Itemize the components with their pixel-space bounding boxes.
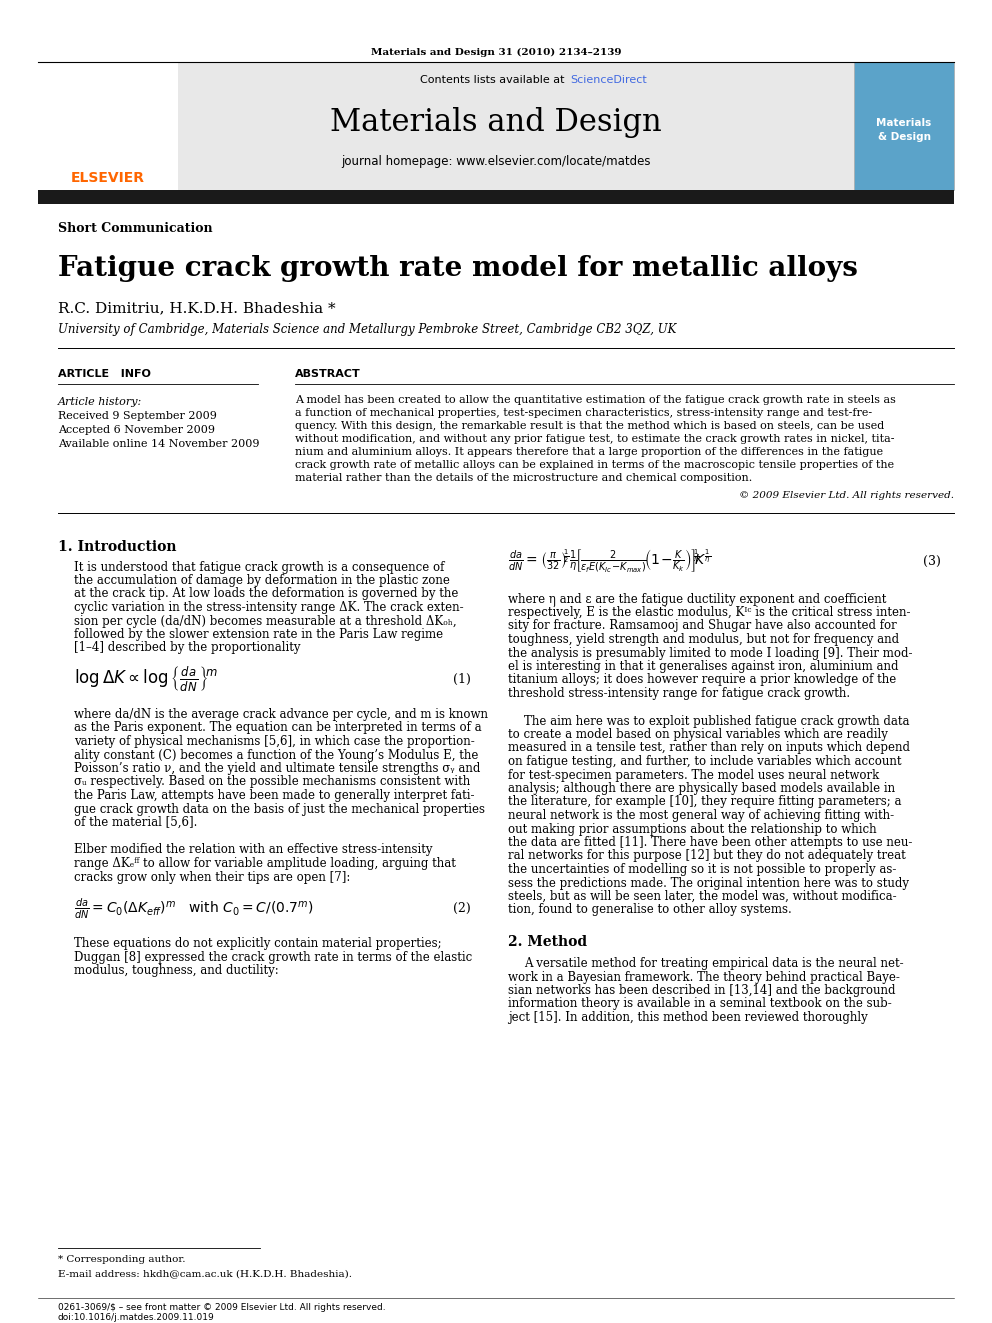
Text: quency. With this design, the remarkable result is that the method which is base: quency. With this design, the remarkable… [295, 421, 884, 431]
Text: the literature, for example [10], they require fitting parameters; a: the literature, for example [10], they r… [508, 795, 902, 808]
Text: el is interesting in that it generalises against iron, aluminium and: el is interesting in that it generalises… [508, 660, 899, 673]
Text: toughness, yield strength and modulus, but not for frequency and: toughness, yield strength and modulus, b… [508, 632, 899, 646]
Text: the Paris Law, attempts have been made to generally interpret fati-: the Paris Law, attempts have been made t… [74, 789, 474, 802]
Text: cracks grow only when their tips are open [7]:: cracks grow only when their tips are ope… [74, 871, 350, 884]
Text: sess the predictions made. The original intention here was to study: sess the predictions made. The original … [508, 877, 909, 889]
Bar [854, 62, 954, 191]
Text: ELSEVIER: ELSEVIER [71, 171, 145, 185]
Text: the accumulation of damage by deformation in the plastic zone: the accumulation of damage by deformatio… [74, 574, 450, 587]
Text: Fatigue crack growth rate model for metallic alloys: Fatigue crack growth rate model for meta… [58, 254, 858, 282]
Text: The aim here was to exploit published fatigue crack growth data: The aim here was to exploit published fa… [524, 714, 910, 728]
Text: without modification, and without any prior fatigue test, to estimate the crack : without modification, and without any pr… [295, 434, 895, 445]
Text: measured in a tensile test, rather than rely on inputs which depend: measured in a tensile test, rather than … [508, 741, 910, 754]
Text: sion per cycle (da/dN) becomes measurable at a threshold ΔKₒₕ,: sion per cycle (da/dN) becomes measurabl… [74, 614, 456, 627]
Text: Duggan [8] expressed the crack growth rate in terms of the elastic: Duggan [8] expressed the crack growth ra… [74, 950, 472, 963]
Text: ject [15]. In addition, this method been reviewed thoroughly: ject [15]. In addition, this method been… [508, 1011, 868, 1024]
Text: Short Communication: Short Communication [58, 221, 212, 234]
Text: * Corresponding author.: * Corresponding author. [58, 1256, 186, 1265]
Text: (2): (2) [453, 902, 471, 916]
Text: ral networks for this purpose [12] but they do not adequately treat: ral networks for this purpose [12] but t… [508, 849, 906, 863]
Text: Article history:: Article history: [58, 397, 142, 407]
Text: gue crack growth data on the basis of just the mechanical properties: gue crack growth data on the basis of ju… [74, 803, 485, 815]
Text: of the material [5,6].: of the material [5,6]. [74, 816, 197, 830]
Text: E-mail address: hkdh@cam.ac.uk (H.K.D.H. Bhadeshia).: E-mail address: hkdh@cam.ac.uk (H.K.D.H.… [58, 1270, 352, 1278]
Text: $\frac{da}{dN} = \left(\frac{\pi}{32}\right)^{\!\!\frac{1}{2}}\frac{1}{\eta}\!\l: $\frac{da}{dN} = \left(\frac{\pi}{32}\ri… [508, 548, 711, 574]
Text: information theory is available in a seminal textbook on the sub-: information theory is available in a sem… [508, 998, 892, 1011]
Text: University of Cambridge, Materials Science and Metallurgy Pembroke Street, Cambr: University of Cambridge, Materials Scien… [58, 324, 677, 336]
Text: σᵤ respectively. Based on the possible mechanisms consistent with: σᵤ respectively. Based on the possible m… [74, 775, 470, 789]
Text: analysis; although there are physically based models available in: analysis; although there are physically … [508, 782, 895, 795]
Text: (3): (3) [924, 554, 941, 568]
Text: the uncertainties of modelling so it is not possible to properly as-: the uncertainties of modelling so it is … [508, 863, 897, 876]
Text: on fatigue testing, and further, to include variables which account: on fatigue testing, and further, to incl… [508, 755, 902, 767]
Text: variety of physical mechanisms [5,6], in which case the proportion-: variety of physical mechanisms [5,6], in… [74, 736, 475, 747]
Text: Contents lists available at: Contents lists available at [420, 75, 568, 85]
Text: © 2009 Elsevier Ltd. All rights reserved.: © 2009 Elsevier Ltd. All rights reserved… [739, 492, 954, 500]
Text: 2. Method: 2. Method [508, 934, 587, 949]
Text: $\log\Delta K \propto \log\left\{\frac{da}{dN}\right\}^{\!m}$: $\log\Delta K \propto \log\left\{\frac{d… [74, 665, 218, 695]
Text: Poisson’s ratio ν, and the yield and ultimate tensile strengths σᵧ and: Poisson’s ratio ν, and the yield and ult… [74, 762, 480, 775]
Text: followed by the slower extension rate in the Paris Law regime: followed by the slower extension rate in… [74, 628, 443, 642]
Text: 1. Introduction: 1. Introduction [58, 540, 177, 554]
Text: where η and ε are the fatigue ductility exponent and coefficient: where η and ε are the fatigue ductility … [508, 593, 887, 606]
Text: tion, found to generalise to other alloy systems.: tion, found to generalise to other alloy… [508, 904, 792, 917]
Text: Materials
& Design: Materials & Design [876, 118, 931, 142]
Text: the data are fitted [11]. There have been other attempts to use neu-: the data are fitted [11]. There have bee… [508, 836, 913, 849]
Text: It is understood that fatigue crack growth is a consequence of: It is understood that fatigue crack grow… [74, 561, 444, 573]
Text: $\frac{da}{dN} = C_0(\Delta K_{eff})^m \quad \mathrm{with}\ C_0 = C/(0.7^m)$: $\frac{da}{dN} = C_0(\Delta K_{eff})^m \… [74, 896, 313, 921]
Text: work in a Bayesian framework. The theory behind practical Baye-: work in a Bayesian framework. The theory… [508, 971, 900, 983]
Text: cyclic variation in the stress-intensity range ΔK. The crack exten-: cyclic variation in the stress-intensity… [74, 601, 463, 614]
Text: Materials and Design 31 (2010) 2134–2139: Materials and Design 31 (2010) 2134–2139 [371, 48, 621, 57]
Bar [38, 191, 954, 204]
Text: at the crack tip. At low loads the deformation is governed by the: at the crack tip. At low loads the defor… [74, 587, 458, 601]
Text: These equations do not explicitly contain material properties;: These equations do not explicitly contai… [74, 937, 441, 950]
Text: steels, but as will be seen later, the model was, without modifica-: steels, but as will be seen later, the m… [508, 890, 897, 904]
Text: [1–4] described by the proportionality: [1–4] described by the proportionality [74, 642, 301, 655]
Text: Materials and Design: Materials and Design [330, 106, 662, 138]
Text: neural network is the most general way of achieving fitting with-: neural network is the most general way o… [508, 808, 894, 822]
Text: threshold stress-intensity range for fatigue crack growth.: threshold stress-intensity range for fat… [508, 687, 850, 700]
Text: respectively, E is the elastic modulus, Kᴵᶜ is the critical stress inten-: respectively, E is the elastic modulus, … [508, 606, 911, 619]
Text: as the Paris exponent. The equation can be interpreted in terms of a: as the Paris exponent. The equation can … [74, 721, 482, 734]
Bar [38, 62, 178, 191]
Text: titanium alloys; it does however require a prior knowledge of the: titanium alloys; it does however require… [508, 673, 896, 687]
Text: ScienceDirect: ScienceDirect [570, 75, 647, 85]
Text: out making prior assumptions about the relationship to which: out making prior assumptions about the r… [508, 823, 877, 836]
Text: ality constant (C) becomes a function of the Young’s Modulus E, the: ality constant (C) becomes a function of… [74, 749, 478, 762]
Text: journal homepage: www.elsevier.com/locate/matdes: journal homepage: www.elsevier.com/locat… [341, 156, 651, 168]
Text: for test-specimen parameters. The model uses neural network: for test-specimen parameters. The model … [508, 769, 879, 782]
Text: where da/dN is the average crack advance per cycle, and m is known: where da/dN is the average crack advance… [74, 708, 488, 721]
Text: Accepted 6 November 2009: Accepted 6 November 2009 [58, 425, 215, 435]
Text: a function of mechanical properties, test-specimen characteristics, stress-inten: a function of mechanical properties, tes… [295, 407, 872, 418]
Text: (1): (1) [453, 673, 471, 687]
Text: A versatile method for treating empirical data is the neural net-: A versatile method for treating empirica… [524, 957, 904, 970]
Text: sian networks has been described in [13,14] and the background: sian networks has been described in [13,… [508, 984, 896, 998]
Text: material rather than the details of the microstructure and chemical composition.: material rather than the details of the … [295, 474, 752, 483]
Text: modulus, toughness, and ductility:: modulus, toughness, and ductility: [74, 964, 279, 976]
Text: the analysis is presumably limited to mode I loading [9]. Their mod-: the analysis is presumably limited to mo… [508, 647, 913, 659]
Text: doi:10.1016/j.matdes.2009.11.019: doi:10.1016/j.matdes.2009.11.019 [58, 1314, 214, 1323]
Text: Elber modified the relation with an effective stress-intensity: Elber modified the relation with an effe… [74, 844, 433, 856]
Text: to create a model based on physical variables which are readily: to create a model based on physical vari… [508, 728, 888, 741]
Text: Available online 14 November 2009: Available online 14 November 2009 [58, 439, 260, 448]
Text: range ΔKₑᶠᶠ to allow for variable amplitude loading, arguing that: range ΔKₑᶠᶠ to allow for variable amplit… [74, 857, 456, 871]
Text: Received 9 September 2009: Received 9 September 2009 [58, 411, 217, 421]
Text: 0261-3069/$ – see front matter © 2009 Elsevier Ltd. All rights reserved.: 0261-3069/$ – see front matter © 2009 El… [58, 1303, 386, 1312]
Bar [38, 62, 954, 191]
Text: sity for fracture. Ramsamooj and Shugar have also accounted for: sity for fracture. Ramsamooj and Shugar … [508, 619, 897, 632]
Text: R.C. Dimitriu, H.K.D.H. Bhadeshia *: R.C. Dimitriu, H.K.D.H. Bhadeshia * [58, 302, 335, 315]
Text: crack growth rate of metallic alloys can be explained in terms of the macroscopi: crack growth rate of metallic alloys can… [295, 460, 894, 470]
Text: A model has been created to allow the quantitative estimation of the fatigue cra: A model has been created to allow the qu… [295, 396, 896, 405]
Text: nium and aluminium alloys. It appears therefore that a large proportion of the d: nium and aluminium alloys. It appears th… [295, 447, 883, 456]
Text: ARTICLE   INFO: ARTICLE INFO [58, 369, 151, 378]
Text: ABSTRACT: ABSTRACT [295, 369, 361, 378]
